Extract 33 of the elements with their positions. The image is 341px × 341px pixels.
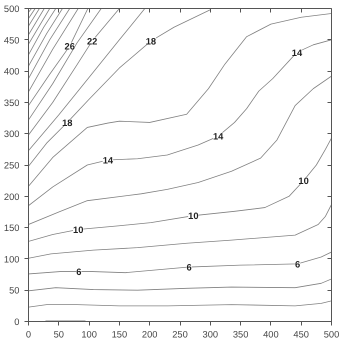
y-tick-label: 200 — [4, 192, 20, 202]
x-tick-label: 350 — [232, 330, 248, 340]
y-tick-label: 400 — [4, 66, 20, 77]
y-tick-label: 500 — [4, 4, 20, 14]
y-tick-label: 0 — [14, 317, 20, 327]
x-tick-label: 300 — [202, 330, 218, 340]
y-tick-label: 300 — [4, 129, 20, 140]
x-tick-label: 150 — [112, 330, 128, 340]
annotation: 14 — [102, 155, 114, 166]
x-tick-label: 0 — [26, 330, 32, 340]
x-tick-label: 450 — [293, 330, 309, 340]
y-tick-label: 150 — [4, 223, 20, 234]
x-tick-label: 400 — [263, 330, 279, 340]
annotation: 6 — [294, 259, 300, 270]
annotation: 26 — [64, 42, 75, 52]
annotation: 10 — [73, 224, 84, 235]
y-tick-label: 100 — [4, 254, 20, 264]
annotation: 10 — [298, 176, 309, 186]
annotation: 14 — [212, 132, 224, 142]
x-tick-label: 100 — [81, 330, 97, 340]
x-tick-label: 250 — [172, 330, 188, 340]
y-tick-label: 350 — [4, 98, 20, 108]
y-tick-label: 50 — [9, 286, 20, 296]
x-tick-label: 50 — [54, 330, 64, 340]
annotation: 6 — [186, 262, 192, 273]
annotation: 18 — [62, 118, 72, 128]
x-tick-label: 200 — [142, 330, 158, 340]
x-tick-label: 500 — [324, 330, 340, 340]
y-tick-label: 250 — [4, 160, 20, 170]
annotation: 14 — [292, 48, 303, 58]
annotation: 6 — [76, 266, 82, 277]
y-tick-label: 450 — [4, 35, 20, 46]
annotation: 10 — [188, 211, 199, 222]
